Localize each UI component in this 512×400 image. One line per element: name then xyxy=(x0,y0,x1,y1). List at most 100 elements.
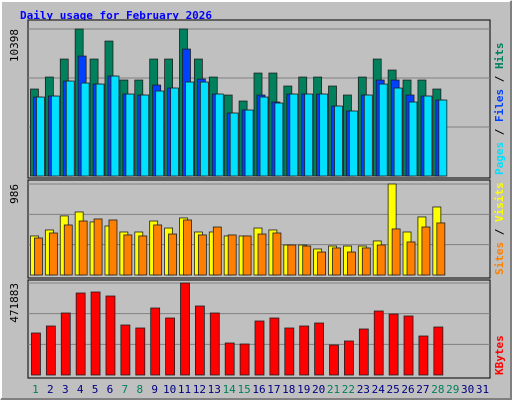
bar xyxy=(168,233,177,276)
bar xyxy=(347,251,356,276)
bar xyxy=(80,82,90,177)
bar xyxy=(214,93,224,177)
bar xyxy=(376,244,386,276)
bar xyxy=(423,95,433,177)
bar xyxy=(317,251,327,276)
bar xyxy=(138,235,148,276)
bar xyxy=(239,343,250,376)
legend-entry: KBytes xyxy=(493,335,506,375)
bar xyxy=(349,110,358,177)
bar xyxy=(257,233,267,276)
bar xyxy=(344,340,354,376)
bar xyxy=(314,322,325,376)
bar xyxy=(183,219,192,276)
bar xyxy=(170,87,179,177)
legend: Pages / Files / Hits xyxy=(493,43,506,176)
y-tick-label: 986 xyxy=(8,184,21,204)
bar xyxy=(140,94,150,177)
bar xyxy=(194,305,205,376)
bar xyxy=(150,307,161,376)
bar xyxy=(65,80,75,177)
bar xyxy=(63,224,73,276)
x-tick-label: 23 xyxy=(357,383,370,396)
bar xyxy=(123,234,133,276)
bar xyxy=(60,312,71,376)
chart-title: Daily usage for February 2026 xyxy=(20,9,212,22)
bar xyxy=(406,241,416,276)
legend: KBytes xyxy=(493,335,506,375)
x-tick-label: 22 xyxy=(342,383,355,396)
bar xyxy=(289,93,299,177)
bar xyxy=(438,99,448,177)
bar xyxy=(31,332,41,376)
x-tick-label: 4 xyxy=(77,383,84,396)
bar xyxy=(436,222,446,276)
legend-entry: Pages xyxy=(493,142,506,175)
bar xyxy=(334,105,343,177)
bar xyxy=(108,219,118,276)
bar xyxy=(408,101,418,177)
legend: Sites / Visits xyxy=(493,182,506,275)
x-tick-label: 15 xyxy=(237,383,250,396)
bar xyxy=(254,320,265,376)
bar xyxy=(95,83,105,177)
x-tick-label: 3 xyxy=(62,383,69,396)
bar xyxy=(153,224,163,276)
x-tick-label: 7 xyxy=(122,383,129,396)
x-tick-label: 27 xyxy=(416,383,429,396)
x-tick-label: 5 xyxy=(92,383,99,396)
bar xyxy=(36,96,45,177)
bar xyxy=(302,245,312,276)
bar xyxy=(418,335,429,376)
x-tick-label: 17 xyxy=(267,383,280,396)
x-tick-label: 2 xyxy=(47,383,54,396)
bar xyxy=(199,81,209,177)
bar xyxy=(75,292,86,376)
bar xyxy=(242,235,252,276)
x-tick-label: 26 xyxy=(401,383,414,396)
legend-separator: / xyxy=(493,75,506,82)
bar xyxy=(421,226,431,276)
bar xyxy=(332,247,341,276)
x-tick-label: 11 xyxy=(178,383,191,396)
legend-entry: Visits xyxy=(493,182,506,222)
bar xyxy=(48,232,58,276)
bar xyxy=(212,226,222,276)
bar xyxy=(244,109,254,177)
x-tick-label: 9 xyxy=(151,383,158,396)
x-tick-label: 19 xyxy=(297,383,310,396)
bar xyxy=(388,313,399,376)
x-tick-label: 25 xyxy=(387,383,400,396)
bar xyxy=(304,93,314,177)
bar xyxy=(197,234,207,276)
bar xyxy=(120,324,131,376)
legend-entry: Sites xyxy=(493,242,506,275)
y-tick-label: 471883 xyxy=(8,283,21,323)
bar xyxy=(403,315,414,376)
x-tick-label: 24 xyxy=(372,383,386,396)
bar xyxy=(105,295,116,376)
bar xyxy=(224,342,235,376)
bar xyxy=(391,228,401,276)
x-tick-label: 28 xyxy=(431,383,444,396)
bar xyxy=(110,75,120,177)
x-tick-label: 29 xyxy=(446,383,459,396)
bar xyxy=(180,282,190,376)
bar xyxy=(358,328,369,376)
bar xyxy=(209,312,220,376)
bar xyxy=(185,81,194,177)
x-tick-label: 18 xyxy=(282,383,295,396)
bar xyxy=(155,90,165,177)
x-tick-label: 10 xyxy=(163,383,176,396)
legend-entry: Files xyxy=(493,89,506,122)
bar xyxy=(34,237,43,276)
bar xyxy=(45,325,56,376)
bar xyxy=(287,244,297,276)
bar xyxy=(259,96,269,177)
bar xyxy=(269,317,280,376)
bar xyxy=(272,232,282,276)
bar xyxy=(90,291,101,376)
x-tick-label: 8 xyxy=(136,383,143,396)
x-tick-label: 6 xyxy=(107,383,114,396)
